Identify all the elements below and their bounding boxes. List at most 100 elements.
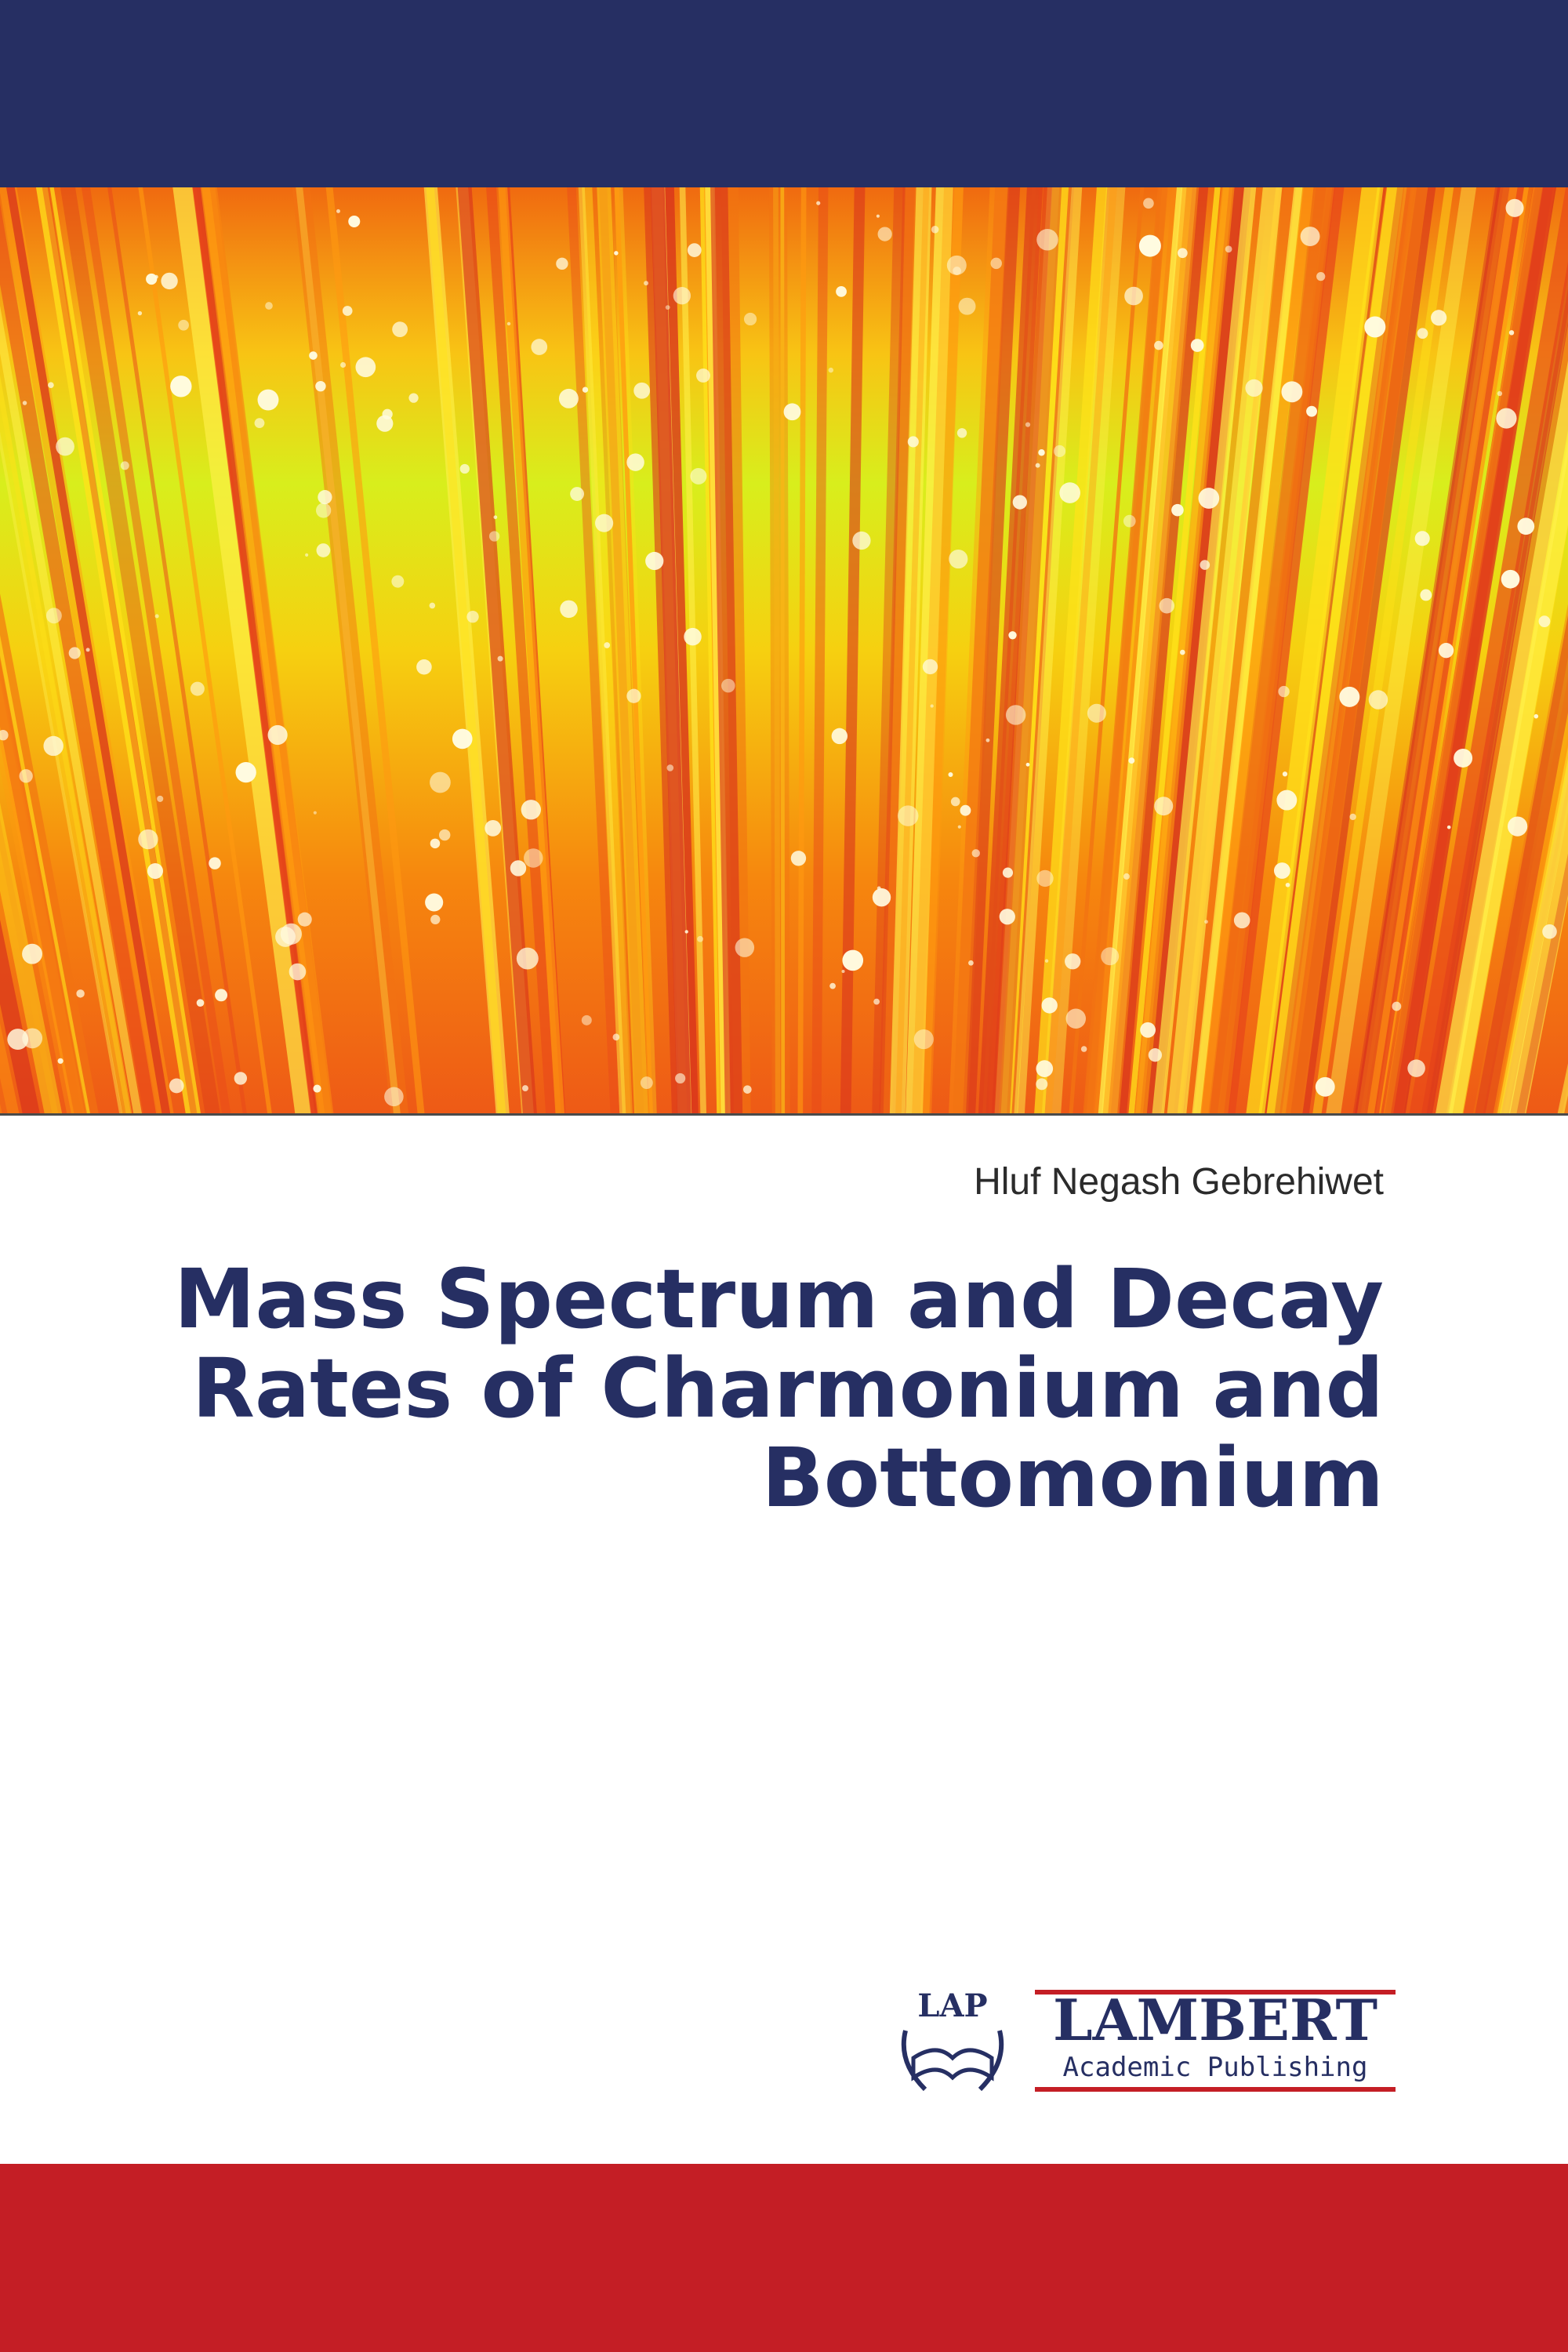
light-stripe: [963, 187, 1021, 1113]
sparkle: [416, 659, 432, 675]
sparkle: [829, 982, 836, 989]
sparkle: [1431, 310, 1447, 326]
sparkle: [1065, 953, 1081, 970]
light-stripe: [679, 187, 706, 1113]
light-stripe: [192, 187, 318, 1113]
light-stripe: [1218, 187, 1333, 1113]
light-stripe: [1473, 604, 1568, 1113]
sparkle: [521, 800, 541, 820]
sparkle: [1087, 703, 1106, 723]
sparkle: [342, 306, 353, 316]
light-stripe: [1312, 187, 1454, 1113]
light-stripe: [1246, 187, 1381, 1113]
sparkle: [1035, 463, 1040, 468]
light-stripe: [1199, 187, 1314, 1113]
sparkle: [19, 769, 33, 783]
sparkle: [1517, 517, 1535, 535]
sparkle: [626, 688, 641, 703]
sparkle: [644, 281, 649, 286]
sparkle: [1138, 234, 1161, 257]
sparkle: [382, 408, 393, 419]
sparkle: [1505, 198, 1524, 217]
light-stripe: [988, 187, 1052, 1113]
light-stripe: [599, 187, 644, 1113]
light-stripe: [49, 187, 201, 1113]
light-stripe: [498, 187, 565, 1113]
sparkle: [1128, 757, 1135, 764]
sparkle: [931, 225, 939, 234]
sparkle: [1012, 495, 1027, 510]
light-stripe: [578, 187, 626, 1113]
sparkle: [1179, 649, 1185, 655]
sparkle: [1204, 920, 1208, 924]
sparkle: [872, 887, 891, 907]
sparkle: [355, 357, 376, 378]
sparkle: [493, 515, 498, 520]
light-stripe: [1069, 187, 1145, 1113]
sparkle: [1036, 229, 1058, 251]
sparkle: [1044, 959, 1049, 963]
sparkle: [990, 257, 1002, 270]
sparkle: [190, 681, 205, 696]
light-stripe: [0, 919, 40, 1113]
sparkle: [690, 467, 707, 485]
sparkle: [1190, 339, 1204, 352]
light-stripe: [1436, 361, 1568, 1113]
light-stripe: [0, 203, 158, 1113]
sparkle: [235, 761, 256, 783]
sparkle: [340, 361, 347, 368]
light-stripe: [1352, 187, 1510, 1113]
light-stripe: [1102, 187, 1200, 1113]
sparkle: [510, 860, 527, 877]
sparkle: [595, 514, 614, 532]
light-stripe: [1326, 187, 1477, 1113]
sparkle: [743, 1085, 752, 1094]
sparkle: [1276, 789, 1298, 811]
light-stripe: [773, 187, 781, 1113]
sparkle: [1316, 272, 1326, 281]
light-stripe: [597, 187, 648, 1113]
light-stripe: [1409, 187, 1568, 1113]
sparkle: [1025, 762, 1030, 767]
title-line: Mass Spectrum and Decay: [174, 1251, 1384, 1347]
sparkle: [816, 201, 821, 205]
light-stripe: [0, 802, 63, 1113]
light-stripe: [978, 187, 1044, 1113]
sparkle: [488, 531, 500, 542]
sparkle: [665, 305, 670, 310]
sparkle: [1200, 560, 1210, 570]
sparkle: [1123, 514, 1136, 528]
sparkle: [429, 602, 436, 609]
sparkle: [315, 503, 332, 518]
sparkle: [985, 738, 990, 742]
light-stripe: [797, 187, 807, 1113]
sparkle: [581, 1014, 592, 1025]
sparkle: [313, 1084, 321, 1093]
sparkle: [960, 804, 971, 816]
sparkle: [1123, 873, 1130, 880]
sparkle: [315, 380, 326, 392]
logo-laurel: [901, 2030, 1004, 2092]
sparkle: [22, 401, 27, 405]
sparkle: [946, 255, 967, 275]
light-stripe: [1192, 187, 1303, 1113]
logo-rule: [1035, 1990, 1396, 1994]
sparkle: [1036, 1078, 1048, 1091]
sparkle: [721, 678, 735, 693]
light-stripe: [426, 187, 506, 1113]
sparkle: [56, 437, 74, 456]
light-stripe: [1044, 187, 1117, 1113]
sparkle: [836, 285, 847, 297]
sparkle: [1036, 869, 1054, 887]
sparkle: [1124, 286, 1143, 306]
sparkle: [913, 1029, 934, 1050]
sparkle: [120, 461, 129, 470]
sparkle: [336, 209, 340, 213]
sparkle: [425, 893, 444, 912]
sparkle: [743, 312, 757, 326]
sparkle: [1008, 631, 1017, 640]
light-stripe: [1083, 187, 1167, 1113]
sparkle: [956, 428, 967, 438]
light-stripe: [953, 187, 1008, 1113]
sparkle: [1306, 405, 1317, 417]
